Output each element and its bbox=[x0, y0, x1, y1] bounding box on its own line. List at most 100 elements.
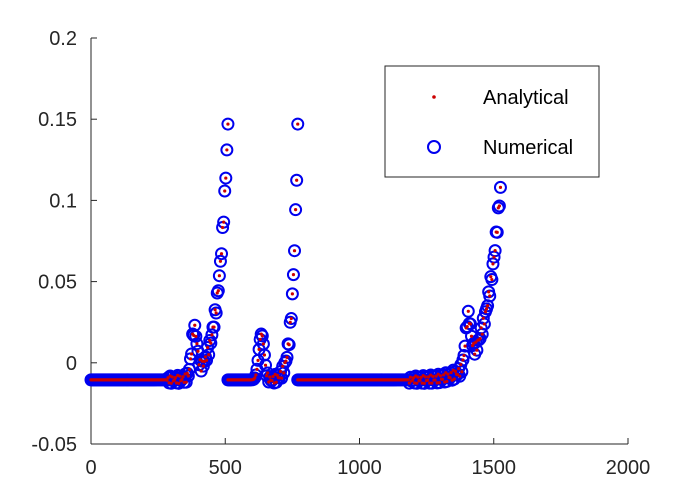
analytical-point bbox=[210, 333, 214, 337]
analytical-point bbox=[166, 376, 170, 380]
analytical-point bbox=[216, 289, 220, 293]
y-tick-label: 0.05 bbox=[38, 272, 77, 294]
analytical-point bbox=[180, 377, 184, 381]
analytical-point bbox=[485, 304, 490, 308]
numerical-point bbox=[211, 284, 225, 298]
analytical-point bbox=[188, 357, 193, 361]
analytical-point bbox=[267, 380, 271, 384]
analytical-point bbox=[285, 355, 289, 359]
analytical-point bbox=[169, 381, 173, 385]
numerical-point bbox=[291, 117, 305, 131]
analytical-point bbox=[492, 255, 496, 259]
analytical-point bbox=[268, 375, 272, 379]
analytical-point bbox=[165, 378, 169, 382]
analytical-point bbox=[431, 374, 435, 379]
analytical-point bbox=[271, 374, 275, 379]
analytical-point bbox=[452, 377, 456, 381]
analytical-point bbox=[292, 249, 297, 253]
numerical-point bbox=[189, 329, 203, 343]
analytical-point bbox=[442, 373, 446, 377]
numerical-point bbox=[461, 304, 475, 318]
analytical-point bbox=[411, 376, 416, 380]
analytical-point bbox=[481, 316, 485, 320]
analytical-point bbox=[186, 374, 190, 378]
numerical-point bbox=[212, 269, 226, 283]
numerical-point bbox=[486, 257, 500, 271]
analytical-point bbox=[254, 373, 258, 377]
analytical-point bbox=[196, 349, 200, 353]
analytical-point bbox=[261, 342, 265, 346]
numerical-point bbox=[218, 184, 232, 198]
analytical-point bbox=[294, 208, 298, 212]
analytical-point bbox=[406, 378, 410, 382]
analytical-point bbox=[446, 372, 450, 376]
analytical-point bbox=[189, 352, 194, 356]
analytical-point bbox=[281, 364, 285, 368]
analytical-point bbox=[195, 342, 199, 346]
analytical-point bbox=[224, 176, 228, 180]
analytical-point bbox=[468, 322, 473, 326]
analytical-point bbox=[497, 204, 501, 208]
numerical-point bbox=[219, 171, 233, 185]
analytical-point bbox=[478, 337, 482, 341]
analytical-point bbox=[219, 252, 224, 256]
analytical-point bbox=[463, 344, 467, 348]
numerical-point bbox=[289, 203, 303, 217]
analytical-point bbox=[278, 369, 283, 374]
analytical-point bbox=[214, 311, 218, 315]
numerical-point bbox=[492, 199, 506, 213]
analytical-point bbox=[181, 375, 185, 379]
analytical-point bbox=[218, 259, 223, 263]
analytical-point bbox=[208, 338, 212, 343]
analytical-point bbox=[466, 309, 470, 313]
numerical-point bbox=[284, 312, 298, 326]
legend-box bbox=[384, 65, 600, 178]
analytical-point bbox=[282, 371, 286, 375]
numerical-point bbox=[221, 117, 235, 131]
analytical-point bbox=[194, 334, 198, 338]
analytical-point bbox=[483, 310, 488, 314]
analytical-point bbox=[458, 374, 462, 378]
numerical-point bbox=[255, 329, 269, 343]
numerical-point bbox=[220, 143, 234, 157]
analytical-point bbox=[223, 189, 227, 193]
analytical-point bbox=[222, 220, 226, 224]
analytical-point bbox=[425, 378, 430, 382]
analytical-point bbox=[258, 337, 262, 341]
analytical-point bbox=[206, 345, 210, 350]
analytical-point bbox=[170, 375, 174, 379]
analytical-point bbox=[445, 379, 449, 384]
x-tick-label: 500 bbox=[209, 457, 242, 479]
x-tick-label: 1000 bbox=[337, 457, 382, 479]
numerical-point bbox=[285, 287, 299, 301]
analytical-point bbox=[434, 374, 438, 378]
analytical-point bbox=[440, 377, 445, 381]
analytical-point bbox=[290, 292, 294, 296]
analytical-point bbox=[457, 366, 461, 371]
analytical-point bbox=[193, 323, 197, 327]
x-tick-label: 0 bbox=[85, 457, 96, 479]
analytical-point bbox=[201, 364, 205, 368]
analytical-point bbox=[449, 371, 453, 375]
analytical-point bbox=[266, 371, 270, 375]
numerical-point bbox=[463, 317, 477, 331]
analytical-point bbox=[437, 381, 441, 385]
analytical-point bbox=[479, 326, 483, 330]
analytical-point bbox=[490, 277, 494, 282]
x-tick-label: 1500 bbox=[472, 457, 517, 479]
analytical-point bbox=[422, 381, 426, 385]
numerical-point bbox=[209, 306, 223, 320]
analytical-point bbox=[212, 325, 216, 329]
legend-analytical-marker bbox=[432, 95, 436, 99]
analytical-point bbox=[225, 148, 229, 152]
analytical-point bbox=[291, 273, 296, 277]
analytical-point bbox=[260, 334, 264, 338]
analytical-point bbox=[172, 378, 177, 382]
tick-labels: 0 500 1000 1500 2000 -0.05 0 0.05 0.1 0.15 0.2 bbox=[31, 28, 650, 479]
analytical-point bbox=[433, 378, 437, 382]
analytical-point bbox=[289, 316, 293, 321]
numerical-point bbox=[458, 339, 472, 353]
numerical-point bbox=[213, 254, 227, 268]
analytical-point bbox=[418, 378, 422, 382]
analytical-point bbox=[257, 347, 261, 351]
